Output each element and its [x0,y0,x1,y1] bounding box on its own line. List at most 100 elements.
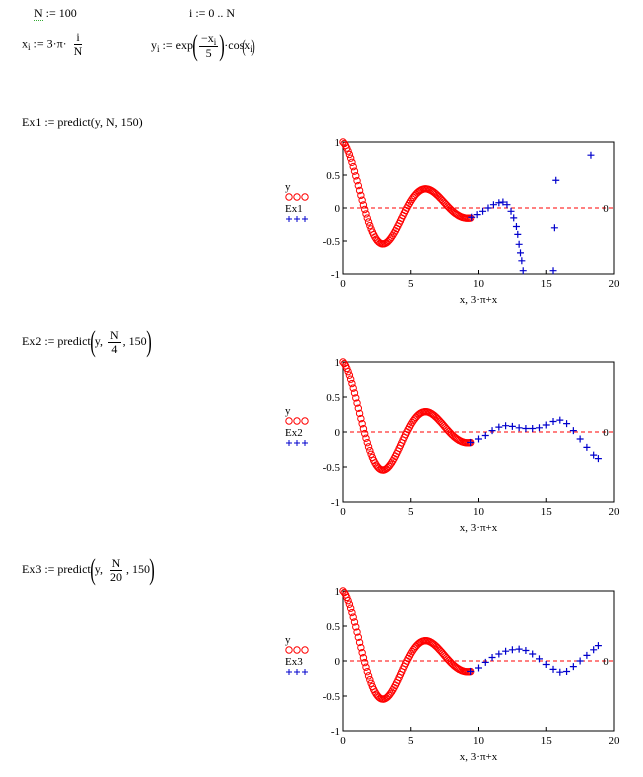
y-point [367,450,375,458]
y-point [366,447,374,455]
y-point [386,690,394,698]
prediction-point [489,201,497,209]
prediction-point [549,665,557,673]
y-point [361,429,369,438]
y-tick-label: -0.5 [323,462,341,474]
y-point [387,688,396,696]
y-lhs-sub: i [157,43,160,54]
right-zero-label: 0 [603,656,609,668]
y-lhs: y [151,37,157,52]
n-definition[interactable]: N := 100 [34,6,77,21]
prediction-point [576,657,584,665]
y-point [382,465,391,473]
y-point [353,176,361,185]
y-tick-label: 0.5 [326,170,340,182]
y-tick-label: -0.5 [323,691,341,703]
prediction-point [475,435,482,443]
prediction-point [479,207,487,215]
y-point [358,420,366,428]
x-tick-label: 15 [541,506,553,518]
legend-marker-plus [302,216,308,222]
prediction-point [502,422,510,430]
y-point [345,371,354,379]
prediction-point [503,201,511,209]
y-point [354,181,363,190]
prediction-point [484,204,492,212]
y-point [467,214,475,222]
y-point [359,201,368,209]
x-tick-label: 5 [408,735,414,747]
y-point [432,642,440,651]
y-tick-label: 0.5 [326,621,340,633]
prediction-point [590,451,598,459]
prediction-point [522,425,530,432]
y-point [352,623,360,631]
legend-marker-plus [294,440,300,446]
x-axis-label: x, 3·π+x [460,522,498,534]
prediction-point [549,267,557,275]
x-definition[interactable]: xi := 3·π· i N [22,31,86,58]
y-point [339,358,347,366]
y-cos: ·cos [224,37,245,52]
y-tick-label: -0.5 [323,236,341,248]
y-point [352,394,360,402]
ex3-definition[interactable]: Ex3 := predict(y, N 20 , 150) [22,553,155,586]
ex2-fraction-den: 4 [111,341,118,356]
y-point [345,150,354,159]
prediction-point [542,421,550,429]
y-point [358,196,366,204]
prediction-point [535,424,543,432]
range-text: i := 0 .. N [189,6,236,20]
y-point [348,379,356,388]
legend-marker-circle [301,417,309,425]
legend-entry: y [285,181,291,193]
legend-marker-plus [286,669,292,675]
y-point [344,367,352,376]
prediction-point [556,416,564,424]
y-point [364,443,373,451]
prediction-point [508,646,516,654]
prediction-point [563,668,571,675]
prediction-point [587,151,595,159]
prediction-point [515,240,523,248]
y-point [346,375,355,383]
x-tick-label: 5 [408,506,414,518]
y-point [362,663,370,671]
ex3-function: Ex3 := predict [22,561,91,576]
y-point [408,418,416,427]
legend-marker-circle [301,646,309,654]
x-tick-label: 15 [541,735,553,747]
ex1-definition[interactable]: Ex1 := predict(y, N, 150) [22,115,143,129]
y-tick-label: 0 [335,656,341,668]
prediction-point [563,420,571,428]
x-tick-label: 0 [340,278,346,290]
y-point [352,172,360,180]
x-tick-label: 20 [609,506,621,518]
y-point [349,384,357,392]
y-point [344,147,352,155]
prediction-point [590,646,598,654]
x-tick-label: 0 [340,506,346,518]
legend-entry: Ex1 [285,203,303,215]
y-point [432,190,440,198]
y-point [349,613,357,621]
prediction-point [507,207,515,215]
y-point [366,221,374,230]
prediction-point [475,664,482,672]
prediction-point [576,435,584,443]
y-tick-label: -1 [331,726,340,738]
prediction-point [529,650,537,658]
prediction-point [468,213,476,221]
prediction-point [473,211,481,219]
prediction-point [542,661,550,668]
y-point [406,197,415,205]
ex3-arg3: , 150 [125,561,150,576]
ex2-fraction: N 4 [107,328,121,356]
y-definition[interactable]: yi := exp( −xi 5 )·cos(xi) [151,29,255,62]
range-definition[interactable]: i := 0 .. N [189,6,235,20]
legend-marker-plus [286,440,292,446]
prediction-point [556,668,564,676]
ex2-definition[interactable]: Ex2 := predict(y, N 4 , 150) [22,325,152,358]
y-point [431,412,439,420]
